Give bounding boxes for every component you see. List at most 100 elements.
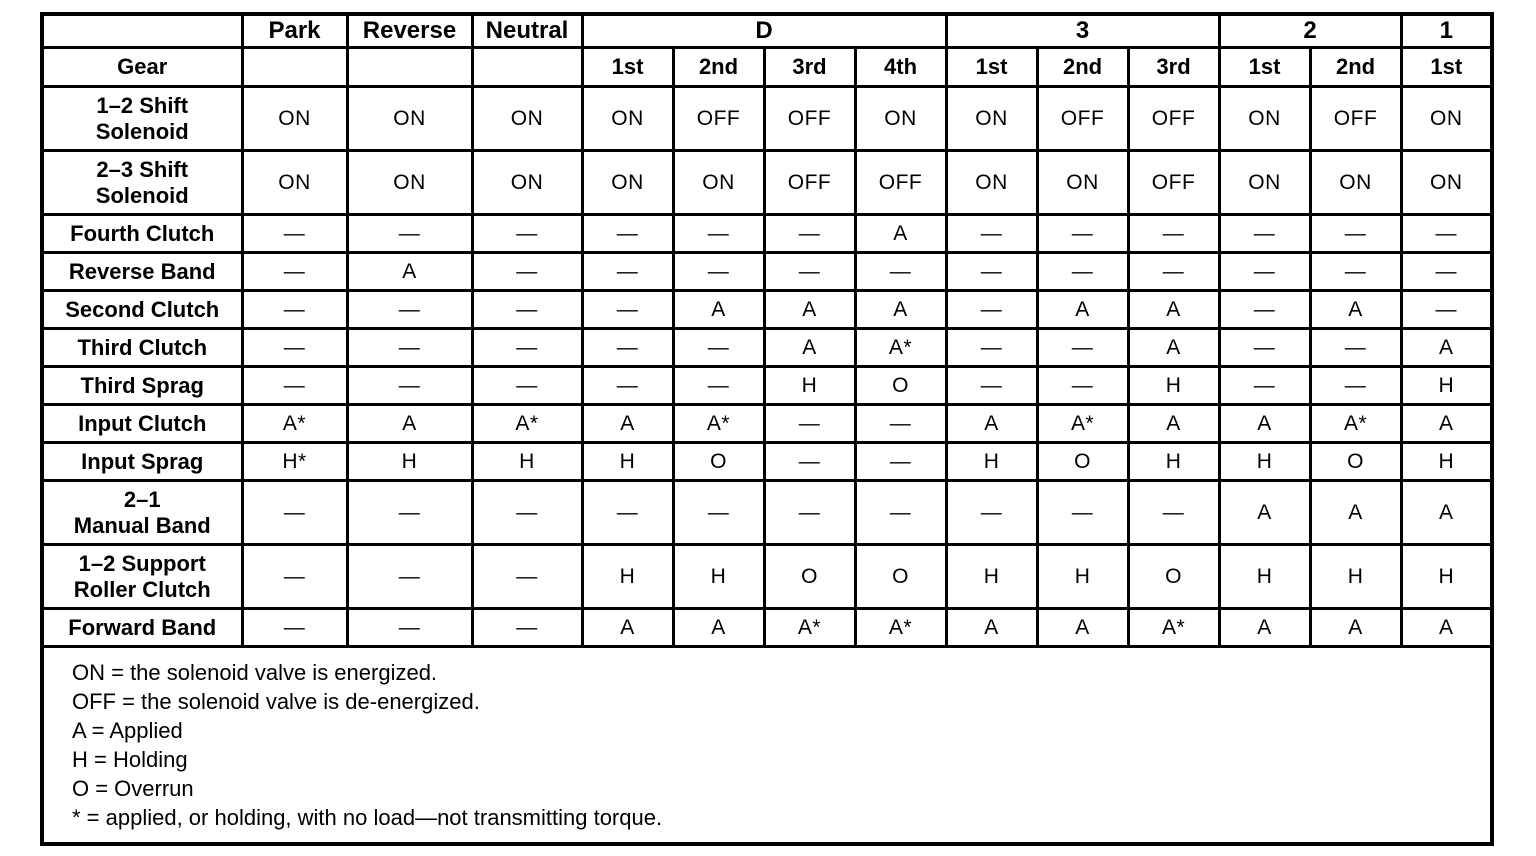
table-cell: — <box>944 289 1039 330</box>
legend-line: O = Overrun <box>72 776 194 801</box>
table-cell: A <box>1035 607 1130 648</box>
table-row: Reverse Band — A — — — — — — — — — — — <box>40 251 1494 292</box>
legend-line: ON = the solenoid valve is energized. <box>72 660 438 685</box>
table-cell: H <box>944 441 1039 482</box>
table-cell: O <box>853 365 948 406</box>
corner-cell <box>40 12 244 49</box>
table-cell: — <box>345 289 474 330</box>
table-cell: ON <box>853 85 948 152</box>
table-cell: O <box>853 543 948 610</box>
table-cell: A <box>1308 479 1403 546</box>
table-cell: O <box>1126 543 1221 610</box>
table-row: 1–2 Support Roller Clutch — — — H H O O H H O H H H <box>40 543 1494 610</box>
table-cell: — <box>944 327 1039 368</box>
table-cell: — <box>944 479 1039 546</box>
table-cell: A <box>762 327 857 368</box>
table-cell: A* <box>1126 607 1221 648</box>
table-cell: H <box>1217 441 1312 482</box>
row-label: Forward Band <box>40 607 244 648</box>
table-cell: — <box>345 479 474 546</box>
table-cell: — <box>671 479 766 546</box>
gear-cell: 2nd <box>1308 46 1403 88</box>
table-row: Forward Band — — — A A A* A* A A A* A A A <box>40 607 1494 648</box>
table-cell: — <box>240 479 349 546</box>
table-cell: A* <box>470 403 584 444</box>
table-cell: A <box>944 403 1039 444</box>
table-cell: — <box>762 403 857 444</box>
table-cell: A <box>1308 289 1403 330</box>
table-cell: ON <box>240 85 349 152</box>
table-cell: A <box>1399 607 1494 648</box>
gear-label: Gear <box>40 46 244 88</box>
table-cell: — <box>345 327 474 368</box>
table-row: 2–1 Manual Band — — — — — — — — — — A A A <box>40 479 1494 546</box>
table-cell: A* <box>853 327 948 368</box>
table-cell: A <box>580 403 675 444</box>
gear-header-row: Gear 1st 2nd 3rd 4th 1st 2nd 3rd 1st 2nd… <box>40 46 1494 88</box>
table-cell: OFF <box>853 149 948 216</box>
table-cell: — <box>470 327 584 368</box>
range-header-row: Park Reverse Neutral D 3 2 1 <box>40 12 1494 49</box>
table-cell: A <box>345 403 474 444</box>
table-cell: ON <box>240 149 349 216</box>
table-cell: A* <box>671 403 766 444</box>
gear-cell: 3rd <box>1126 46 1221 88</box>
table-cell: A <box>1126 403 1221 444</box>
table-cell: A <box>1126 289 1221 330</box>
table-cell: — <box>580 479 675 546</box>
table-cell: — <box>240 365 349 406</box>
table-cell: A <box>1217 607 1312 648</box>
table-cell: — <box>580 251 675 292</box>
table-cell: — <box>1035 365 1130 406</box>
table-cell: A* <box>1308 403 1403 444</box>
table-cell: A <box>1399 403 1494 444</box>
table-cell: ON <box>345 149 474 216</box>
legend-line: A = Applied <box>72 718 183 743</box>
table-cell: OFF <box>762 149 857 216</box>
table-cell: ON <box>580 149 675 216</box>
legend-line: * = applied, or holding, with no load—no… <box>72 805 663 830</box>
table-cell: H <box>1126 365 1221 406</box>
row-label: 2–3 Shift Solenoid <box>40 149 244 216</box>
table-cell: — <box>853 403 948 444</box>
table-cell: H <box>1126 441 1221 482</box>
row-label: Second Clutch <box>40 289 244 330</box>
gear-cell: 4th <box>853 46 948 88</box>
table-cell: H <box>1399 441 1494 482</box>
table-cell: — <box>240 213 349 254</box>
table-cell: A* <box>853 607 948 648</box>
gear-cell: 2nd <box>1035 46 1130 88</box>
row-label: 2–1 Manual Band <box>40 479 244 546</box>
table-cell: ON <box>1217 85 1312 152</box>
table-cell: ON <box>1308 149 1403 216</box>
gear-cell: 1st <box>1217 46 1312 88</box>
table-cell: — <box>240 251 349 292</box>
table-cell: A <box>944 607 1039 648</box>
row-label: Third Clutch <box>40 327 244 368</box>
gear-cell: 1st <box>1399 46 1494 88</box>
table-cell: H <box>470 441 584 482</box>
table-cell: A <box>853 289 948 330</box>
table-cell: ON <box>470 149 584 216</box>
table-row: Fourth Clutch — — — — — — A — — — — — — <box>40 213 1494 254</box>
table-cell: — <box>1035 213 1130 254</box>
table-cell: — <box>762 213 857 254</box>
table-cell: A* <box>762 607 857 648</box>
table-row: Input Sprag H* H H H O — — H O H H O H <box>40 441 1494 482</box>
table-cell: — <box>580 289 675 330</box>
legend: ON = the solenoid valve is energized. OFF… <box>40 645 1494 846</box>
table-row: Input Clutch A* A A* A A* — — A A* A A A* A <box>40 403 1494 444</box>
table-cell: H <box>345 441 474 482</box>
legend-line: OFF = the solenoid valve is de-energized… <box>72 689 480 714</box>
table-cell: — <box>345 365 474 406</box>
table-cell: — <box>853 441 948 482</box>
table-cell: H <box>1399 543 1494 610</box>
table-cell: A <box>762 289 857 330</box>
table-cell: O <box>1308 441 1403 482</box>
table-cell: A <box>671 289 766 330</box>
table-cell: — <box>1399 213 1494 254</box>
table-cell: — <box>1308 213 1403 254</box>
table-cell: ON <box>1399 85 1494 152</box>
table-cell: — <box>470 607 584 648</box>
